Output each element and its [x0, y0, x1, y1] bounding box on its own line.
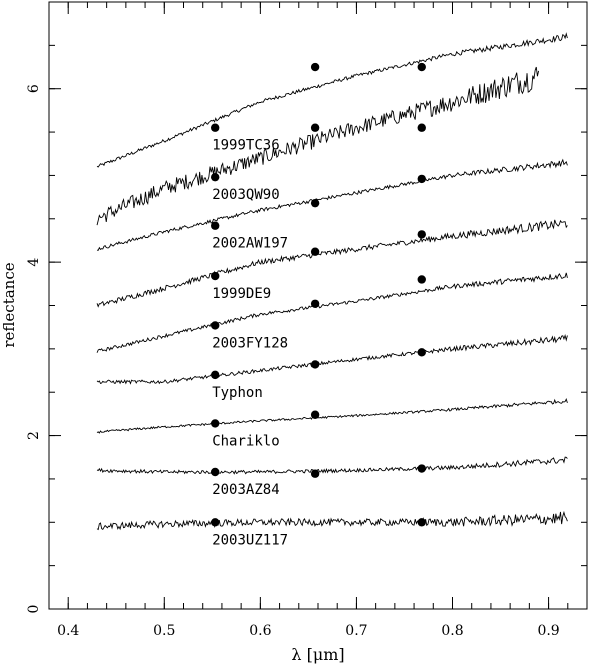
- x-axis-label: λ [μm]: [291, 645, 344, 664]
- x-tick-label: 0.6: [249, 623, 271, 639]
- photometry-point: [211, 518, 220, 527]
- x-tick-label: 0.9: [537, 623, 559, 639]
- y-axis-label: reflectance: [0, 262, 18, 347]
- photometry-point: [211, 221, 220, 230]
- spectrum-line: [96, 66, 540, 226]
- photometry-point: [310, 247, 320, 256]
- ticks-layer: 0.4 0.5 0.6 0.7 0.8 0.9 0 2 4 6: [26, 1, 588, 639]
- spectrum-line: [96, 272, 568, 353]
- series-label: 2003QW90: [212, 187, 279, 203]
- photometry-point: [211, 172, 220, 182]
- spectrum-line: [96, 158, 568, 251]
- photometry-point: [417, 464, 426, 473]
- labels-layer: 1999TC36 2003QW90 2002AW197 1999DE9 2003FY12…: [212, 138, 288, 549]
- series-label: 2003UZ117: [212, 532, 288, 548]
- y-tick-label: 6: [26, 84, 42, 93]
- series-label: 2003FY128: [212, 335, 288, 351]
- markers-layer: [211, 62, 426, 527]
- photometry-point: [310, 299, 320, 308]
- y-tick-label: 0: [26, 605, 42, 614]
- photometry-point: [417, 348, 426, 357]
- series-label: 1999DE9: [212, 286, 271, 302]
- spectrum-line: [96, 397, 568, 434]
- photometry-point: [211, 419, 220, 428]
- spectrum-line: [96, 456, 568, 475]
- photometry-point: [211, 321, 220, 330]
- photometry-point: [211, 467, 220, 477]
- spectrum-line: [96, 219, 568, 308]
- y-tick-label: 2: [26, 431, 42, 440]
- series-label: Typhon: [212, 385, 263, 401]
- photometry-point: [310, 360, 320, 369]
- x-tick-label: 0.4: [57, 623, 79, 639]
- series-label: Chariklo: [212, 433, 279, 449]
- photometry-point: [310, 198, 320, 208]
- photometry-point: [417, 518, 426, 527]
- photometry-point: [417, 62, 426, 72]
- photometry-point: [310, 469, 320, 478]
- photometry-point: [310, 123, 320, 132]
- series-layer: [96, 32, 568, 531]
- spectrum-line: [96, 510, 568, 531]
- series-label: 2002AW197: [212, 236, 288, 252]
- spectrum-line: [96, 32, 568, 168]
- x-tick-label: 0.7: [345, 623, 367, 639]
- x-tick-label: 0.8: [441, 623, 463, 639]
- x-tick-label: 0.5: [153, 623, 175, 639]
- photometry-point: [211, 123, 220, 132]
- y-tick-label: 4: [26, 258, 42, 267]
- spectrum-line: [96, 333, 568, 385]
- series-label: 1999TC36: [212, 138, 279, 154]
- photometry-point: [211, 370, 220, 380]
- series-label: 2003AZ84: [212, 482, 279, 498]
- photometry-point: [417, 230, 426, 239]
- photometry-point: [417, 275, 426, 284]
- photometry-point: [417, 123, 426, 132]
- photometry-point: [310, 62, 320, 72]
- photometry-point: [310, 410, 320, 419]
- photometry-point: [211, 271, 220, 281]
- photometry-point: [417, 174, 426, 184]
